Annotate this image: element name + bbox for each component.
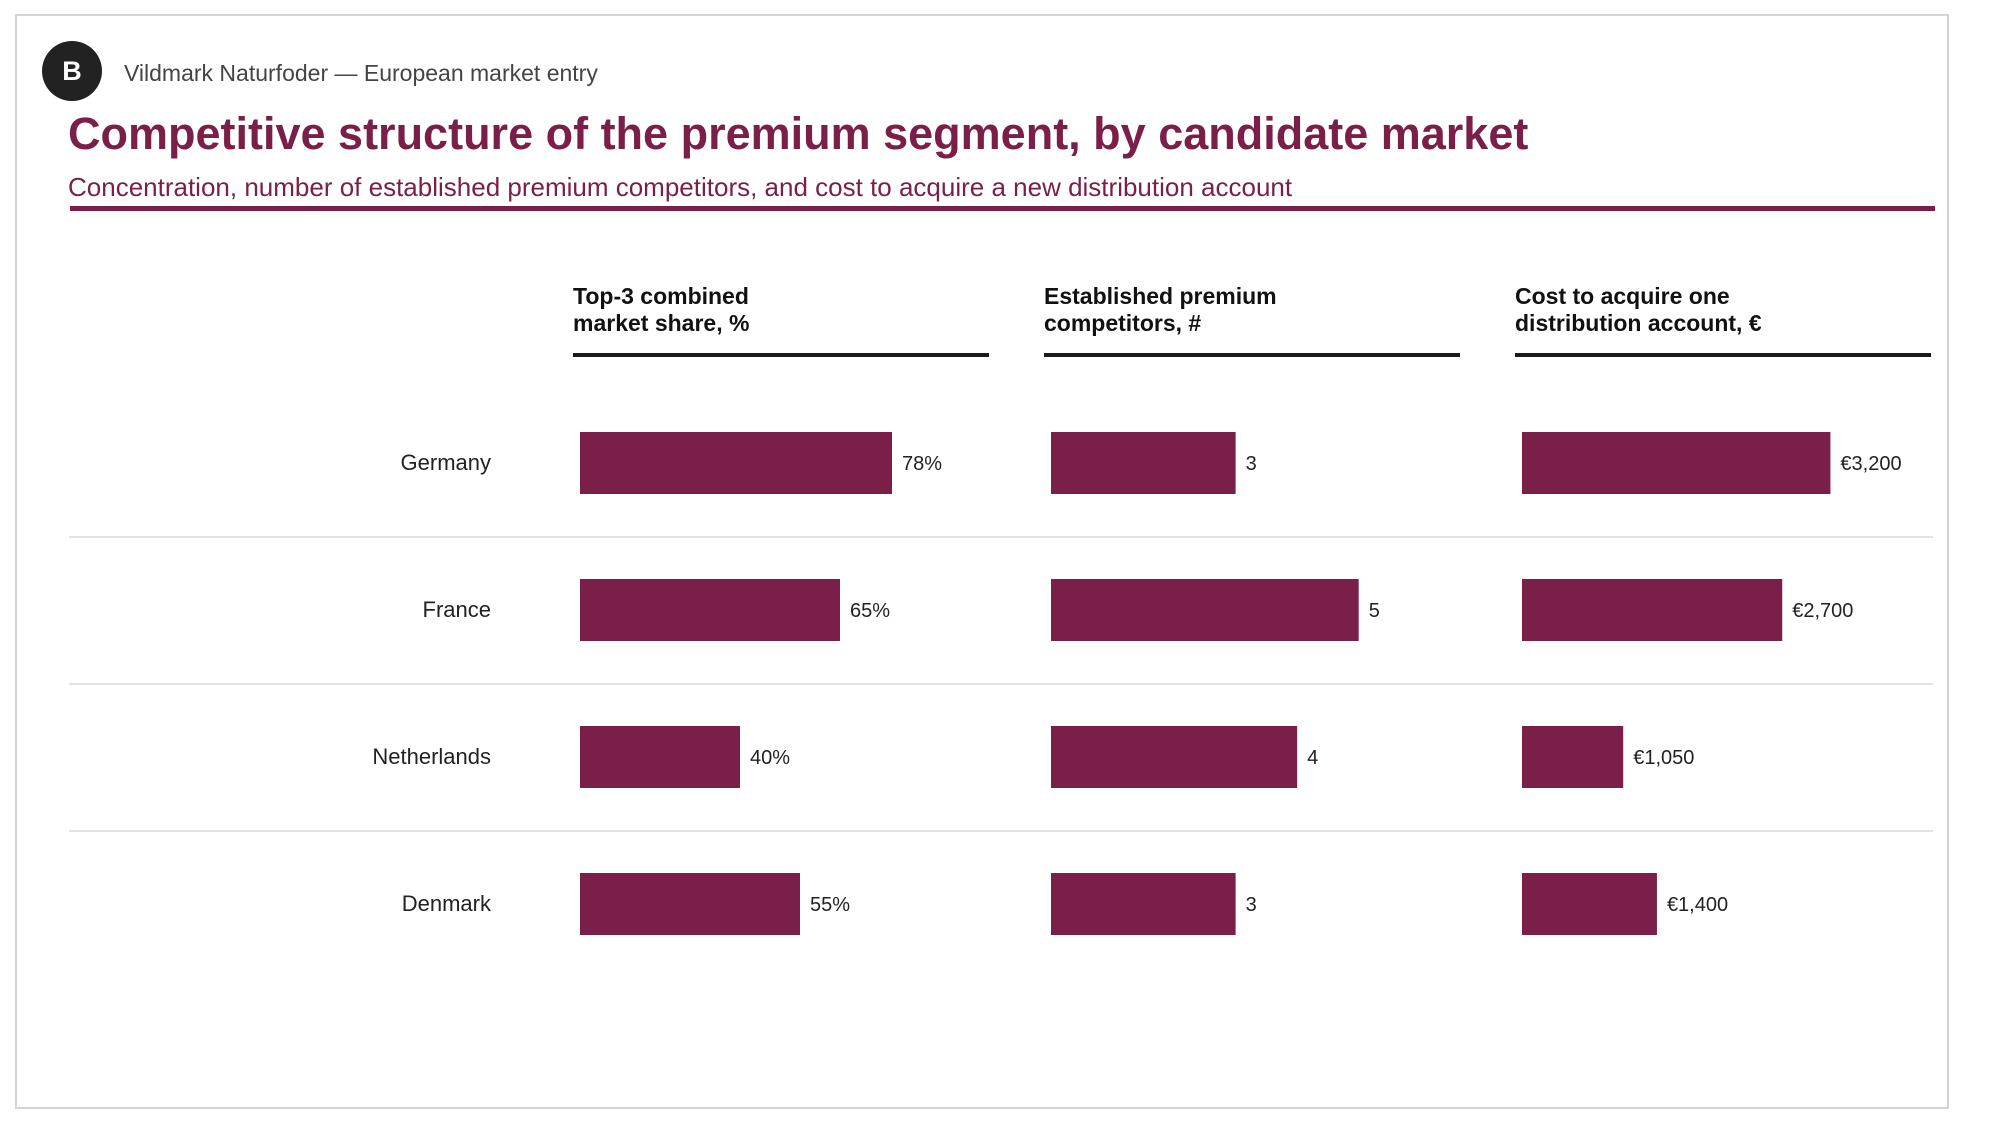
- bar-france: [580, 579, 840, 641]
- panel-header-line: distribution account, €: [1515, 310, 1762, 336]
- row-label-france: France: [423, 597, 491, 622]
- bar-france: [1522, 579, 1783, 641]
- bar-denmark: [580, 873, 800, 935]
- panel-header-line: Cost to acquire one: [1515, 283, 1730, 309]
- panel-header-line: competitors, #: [1044, 310, 1201, 336]
- data-label: 3: [1246, 894, 1257, 916]
- bar-netherlands: [580, 726, 740, 788]
- data-label: 65%: [850, 600, 890, 622]
- data-label: 3: [1246, 453, 1257, 475]
- title-rule: [70, 206, 1935, 211]
- panel-header-rule: [1515, 353, 1931, 357]
- slide: B Vildmark Naturfoder — European market …: [15, 14, 1949, 1109]
- panel-header-line: Established premium: [1044, 283, 1277, 309]
- chart-title: Competitive structure of the premium seg…: [68, 108, 1529, 159]
- row-label-denmark: Denmark: [402, 891, 492, 916]
- chart-subtitle: Concentration, number of established pre…: [68, 172, 1293, 202]
- bar-denmark: [1051, 873, 1236, 935]
- bar-germany: [580, 432, 892, 494]
- data-label: 5: [1369, 600, 1380, 622]
- bar-germany: [1522, 432, 1831, 494]
- bar-denmark: [1522, 873, 1657, 935]
- data-label: €3,200: [1840, 453, 1901, 475]
- data-label: 4: [1307, 747, 1318, 769]
- bar-germany: [1051, 432, 1236, 494]
- panel-header-line: market share, %: [573, 310, 749, 336]
- data-label: 55%: [810, 894, 850, 916]
- panel-header-rule: [1044, 353, 1460, 357]
- bar-france: [1051, 579, 1359, 641]
- data-label: €2,700: [1792, 600, 1853, 622]
- bar-netherlands: [1522, 726, 1624, 788]
- section-badge: B: [42, 41, 102, 101]
- kicker-text: Vildmark Naturfoder — European market en…: [124, 60, 598, 86]
- data-label: €1,050: [1633, 747, 1694, 769]
- data-label: 78%: [902, 453, 942, 475]
- data-label: €1,400: [1667, 894, 1728, 916]
- bar-netherlands: [1051, 726, 1298, 788]
- row-label-netherlands: Netherlands: [372, 744, 491, 769]
- data-label: 40%: [750, 747, 790, 769]
- panel-header-line: Top-3 combined: [573, 283, 749, 309]
- panel-header-rule: [573, 353, 989, 357]
- row-label-germany: Germany: [401, 450, 491, 475]
